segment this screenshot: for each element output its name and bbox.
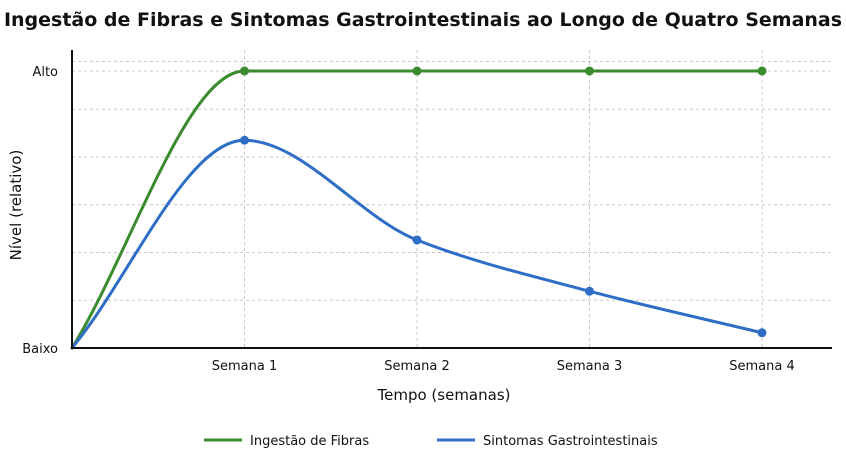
x-tick-label: Semana 2	[384, 359, 450, 374]
data-point-fiber-intake	[757, 66, 767, 76]
data-point-fiber-intake	[240, 66, 249, 76]
data-point-gi-symptoms	[757, 328, 767, 338]
data-point-fiber-intake	[412, 66, 422, 76]
data-point-gi-symptoms	[240, 135, 249, 145]
y-axis-label: Nível (relativo)	[7, 150, 25, 261]
legend-label-fiber-intake: Ingestão de Fibras	[250, 434, 369, 449]
legend: Ingestão de Fibras Sintomas Gastrointesti…	[204, 434, 658, 449]
data-point-fiber-intake	[585, 66, 594, 76]
series-line-gi-symptoms	[70, 138, 764, 350]
x-tick-label: Semana 4	[729, 359, 795, 374]
y-tick-labels: Baixo Alto	[22, 65, 58, 357]
x-tick-label: Semana 1	[212, 359, 278, 374]
data-point-gi-symptoms	[412, 235, 422, 245]
x-axis-label: Tempo (semanas)	[377, 386, 511, 404]
legend-label-gi-symptoms: Sintomas Gastrointestinais	[483, 434, 658, 449]
data-point-gi-symptoms	[585, 286, 594, 296]
series-line-fiber-intake	[70, 69, 764, 350]
x-tick-labels: Semana 1 Semana 2 Semana 3 Semana 4	[212, 359, 795, 374]
chart-title: Ingestão de Fibras e Sintomas Gastrointe…	[4, 9, 842, 31]
y-tick-label: Alto	[32, 65, 58, 80]
series-layer	[70, 66, 767, 350]
grid-lines	[72, 50, 832, 348]
x-tick-label: Semana 3	[557, 359, 623, 374]
y-tick-label: Baixo	[22, 342, 58, 357]
